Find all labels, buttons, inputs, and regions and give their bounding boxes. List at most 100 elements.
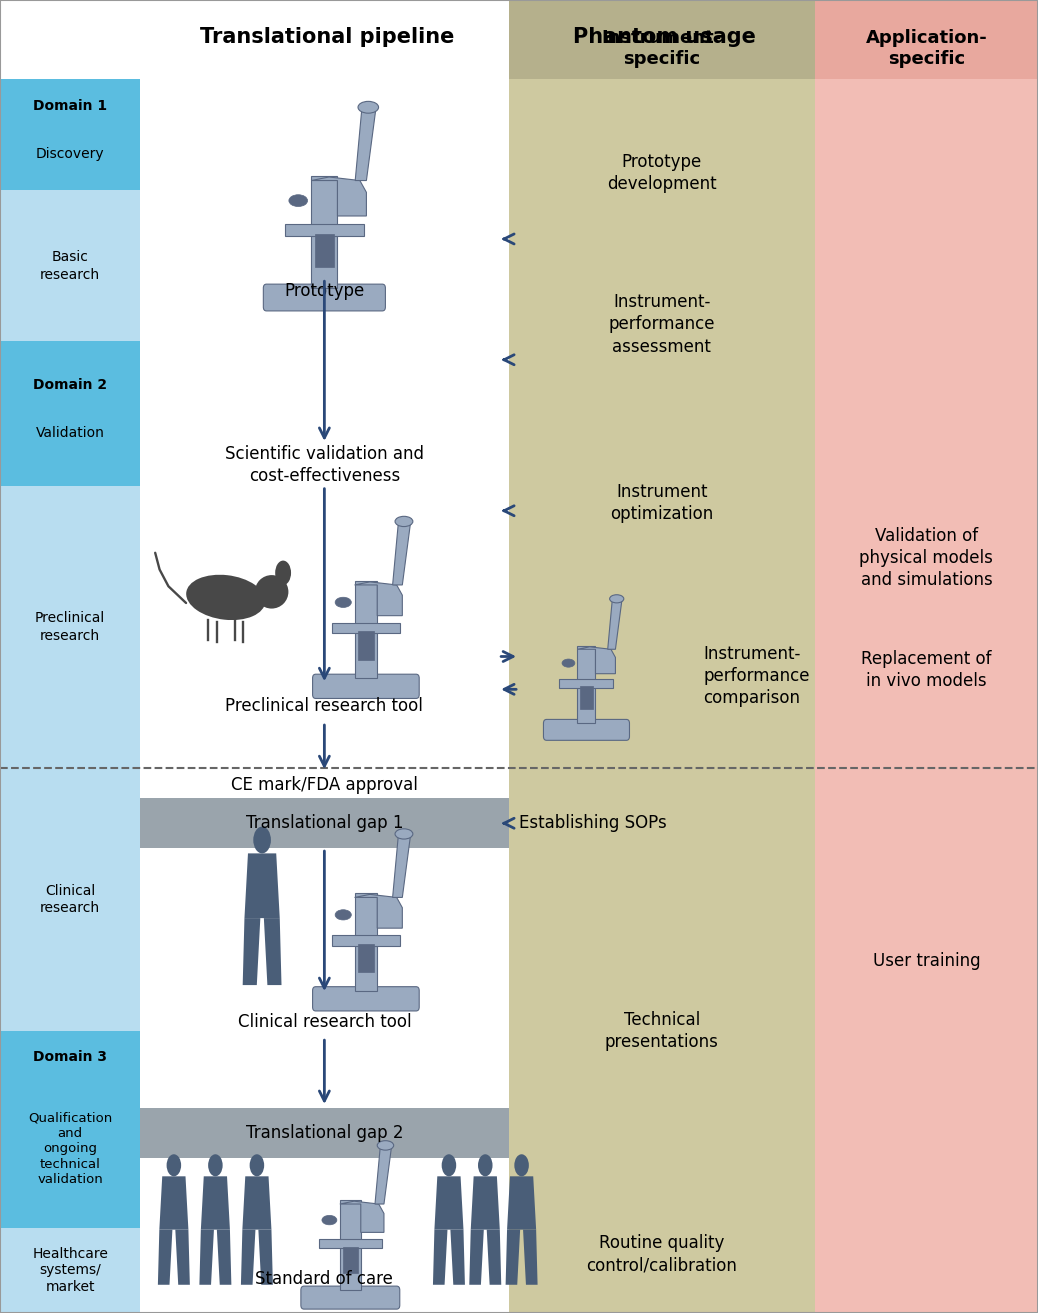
- Ellipse shape: [562, 659, 575, 667]
- Bar: [358, 944, 374, 972]
- Bar: [355, 580, 377, 678]
- FancyBboxPatch shape: [544, 720, 629, 741]
- Bar: [0, 1031, 140, 1228]
- Polygon shape: [487, 1229, 501, 1284]
- Polygon shape: [339, 1201, 384, 1233]
- Ellipse shape: [208, 1154, 223, 1176]
- Ellipse shape: [395, 516, 413, 527]
- FancyBboxPatch shape: [312, 674, 419, 699]
- Polygon shape: [242, 1176, 272, 1229]
- Bar: [316, 234, 334, 267]
- Text: Basic
research: Basic research: [40, 251, 100, 281]
- Ellipse shape: [335, 597, 351, 608]
- Ellipse shape: [166, 1154, 181, 1176]
- Ellipse shape: [322, 1216, 337, 1225]
- Text: Clinical research tool: Clinical research tool: [238, 1012, 411, 1031]
- Ellipse shape: [358, 101, 379, 113]
- Bar: [343, 1246, 358, 1274]
- Bar: [580, 685, 593, 709]
- Polygon shape: [507, 1176, 536, 1229]
- Polygon shape: [471, 1176, 500, 1229]
- Text: User training: User training: [873, 952, 980, 970]
- Ellipse shape: [395, 829, 413, 839]
- Polygon shape: [355, 110, 376, 181]
- Polygon shape: [607, 600, 622, 650]
- Text: Prototype
development: Prototype development: [607, 154, 716, 193]
- Bar: [285, 225, 363, 236]
- Polygon shape: [199, 1229, 214, 1284]
- Bar: [332, 935, 400, 945]
- Ellipse shape: [514, 1154, 528, 1176]
- Ellipse shape: [377, 1141, 393, 1150]
- Bar: [0, 190, 140, 341]
- Ellipse shape: [477, 1154, 493, 1176]
- Bar: [311, 176, 337, 288]
- FancyBboxPatch shape: [301, 1287, 400, 1309]
- Ellipse shape: [249, 1154, 265, 1176]
- Text: Domain 2: Domain 2: [33, 378, 107, 391]
- Bar: [319, 1239, 382, 1249]
- Text: Scientific validation and
cost-effectiveness: Scientific validation and cost-effective…: [225, 445, 424, 484]
- Polygon shape: [217, 1229, 231, 1284]
- Text: Application-
specific: Application- specific: [866, 29, 987, 68]
- Text: Routine quality
control/calibration: Routine quality control/calibration: [586, 1234, 737, 1274]
- Text: Establishing SOPs: Establishing SOPs: [519, 814, 666, 832]
- Text: CE mark/FDA approval: CE mark/FDA approval: [230, 776, 418, 794]
- Polygon shape: [175, 1229, 190, 1284]
- Polygon shape: [375, 1148, 391, 1204]
- Text: Clinical
research: Clinical research: [40, 884, 100, 915]
- Bar: [0, 486, 140, 768]
- Text: Phantom usage: Phantom usage: [573, 26, 756, 47]
- Polygon shape: [433, 1229, 447, 1284]
- Ellipse shape: [275, 561, 291, 586]
- Text: Instrument
optimization: Instrument optimization: [610, 483, 713, 523]
- Polygon shape: [241, 1229, 255, 1284]
- Text: Replacement of
in vivo models: Replacement of in vivo models: [862, 650, 991, 689]
- Polygon shape: [392, 836, 410, 898]
- Polygon shape: [355, 582, 403, 616]
- Text: Translational pipeline: Translational pipeline: [199, 26, 455, 47]
- Ellipse shape: [609, 595, 624, 603]
- Text: Translational gap 1: Translational gap 1: [246, 814, 403, 832]
- Text: Technical
presentations: Technical presentations: [605, 1011, 718, 1050]
- Bar: [332, 622, 400, 633]
- Text: Instrument-
performance
comparison: Instrument- performance comparison: [704, 645, 810, 708]
- Bar: [0, 1228, 140, 1313]
- FancyBboxPatch shape: [312, 986, 419, 1011]
- Ellipse shape: [255, 575, 289, 609]
- Polygon shape: [311, 177, 366, 217]
- Polygon shape: [523, 1229, 538, 1284]
- Bar: [0, 79, 140, 190]
- Text: Healthcare
systems/
market: Healthcare systems/ market: [32, 1247, 108, 1293]
- Polygon shape: [160, 1176, 189, 1229]
- Text: Translational gap 2: Translational gap 2: [246, 1124, 403, 1142]
- Text: Validation of
physical models
and simulations: Validation of physical models and simula…: [859, 527, 993, 590]
- FancyBboxPatch shape: [264, 284, 385, 311]
- Polygon shape: [158, 1229, 172, 1284]
- Bar: [140, 798, 509, 848]
- Text: Discovery: Discovery: [35, 147, 105, 161]
- Ellipse shape: [186, 575, 266, 620]
- Polygon shape: [506, 1229, 520, 1284]
- Bar: [559, 679, 613, 688]
- Text: Validation: Validation: [35, 427, 105, 440]
- Bar: [140, 1108, 509, 1158]
- Bar: [339, 1200, 361, 1291]
- Polygon shape: [469, 1229, 484, 1284]
- Bar: [509, 79, 815, 1313]
- Text: Standard of care: Standard of care: [255, 1270, 393, 1288]
- Bar: [815, 79, 1038, 1313]
- Polygon shape: [450, 1229, 465, 1284]
- Polygon shape: [245, 853, 280, 918]
- Ellipse shape: [289, 194, 307, 206]
- Polygon shape: [243, 918, 261, 985]
- Ellipse shape: [442, 1154, 457, 1176]
- Bar: [355, 893, 377, 990]
- Text: Preclinical
research: Preclinical research: [35, 612, 105, 642]
- Bar: [577, 646, 596, 723]
- Bar: [509, 0, 815, 79]
- Polygon shape: [264, 918, 281, 985]
- Ellipse shape: [253, 827, 271, 853]
- Polygon shape: [577, 647, 616, 674]
- Polygon shape: [201, 1176, 230, 1229]
